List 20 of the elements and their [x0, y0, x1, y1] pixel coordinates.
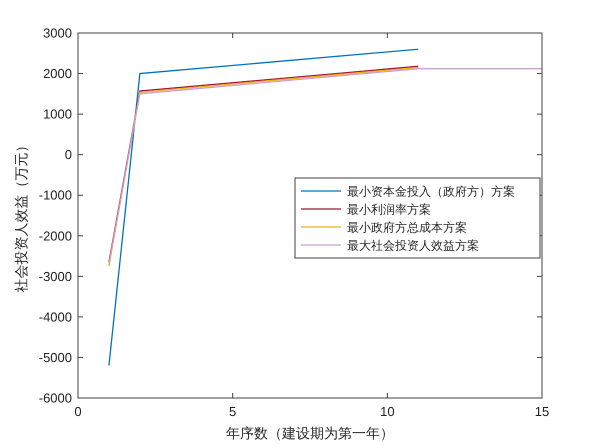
- x-tick-label: 15: [534, 404, 550, 419]
- x-tick-label: 5: [229, 404, 236, 419]
- y-axis-title: 社会投资人效益（万元）: [13, 138, 29, 292]
- y-tick-label: -2000: [38, 228, 72, 244]
- y-tick-label: -6000: [38, 390, 72, 406]
- y-tick-label: -1000: [38, 188, 72, 203]
- legend-label: 最大社会投资人效益方案: [347, 238, 479, 252]
- y-tick-label: 2000: [43, 66, 72, 82]
- y-tick-label: -3000: [38, 268, 72, 284]
- x-tick-label: 0: [74, 404, 82, 419]
- y-tick-label: -5000: [38, 350, 72, 365]
- y-tick-label: 0: [64, 147, 72, 162]
- legend-label: 最小资本金投入（政府方）方案: [347, 184, 515, 198]
- y-tick-label: 1000: [43, 106, 72, 122]
- legend-label: 最小政府方总成本方案: [347, 220, 467, 234]
- x-tick-label: 10: [380, 404, 395, 419]
- x-axis-title: 年序数（建设期为第一年）: [226, 425, 394, 441]
- legend-label: 最小利润率方案: [347, 202, 431, 216]
- y-tick-label: -4000: [38, 309, 72, 324]
- y-tick-label: 3000: [43, 26, 72, 40]
